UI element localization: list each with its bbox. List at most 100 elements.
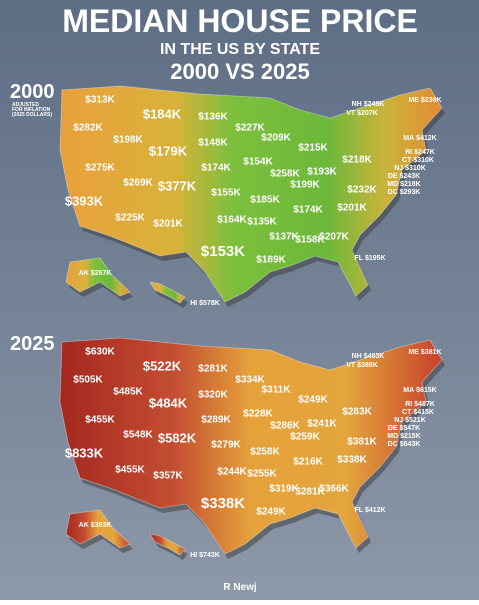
map-shape: [59, 337, 443, 555]
callout-state: FL: [354, 507, 363, 514]
callout: AK $383K: [79, 522, 112, 529]
callout-price: $243K: [400, 173, 421, 180]
state-price: $137K: [269, 232, 299, 243]
state-price: $484K: [149, 395, 188, 410]
state-price: $232K: [347, 185, 377, 196]
state-price: $148K: [198, 138, 228, 149]
callout-state: AK: [79, 522, 89, 529]
state-price: $227K: [235, 123, 265, 134]
callout-state: NJ: [394, 165, 403, 172]
state-price: $241K: [307, 419, 337, 430]
state-price: $833K: [65, 445, 104, 460]
state-price: $319K: [269, 484, 299, 495]
year-label: 2000: [10, 81, 55, 103]
callout-price: $412K: [365, 507, 386, 514]
callout-state: VT: [346, 362, 356, 369]
callout: VT $207K: [346, 110, 378, 117]
state-price: $320K: [198, 390, 228, 401]
state-price: $136K: [198, 112, 228, 123]
callout: ME $236K: [408, 97, 441, 104]
note: ADJUSTED: [12, 102, 39, 108]
callout-price: $483K: [364, 353, 385, 360]
state-price: $338K: [337, 455, 367, 466]
state-price: $286K: [270, 421, 300, 432]
note: (2025 DOLLARS): [12, 112, 52, 118]
state-price: $154K: [243, 157, 273, 168]
callout-state: DE: [388, 173, 398, 180]
callout-price: $487K: [414, 401, 435, 408]
callout: ME $381K: [408, 349, 441, 356]
callout: MD $218K: [387, 181, 420, 188]
callout-state: NH: [352, 101, 362, 108]
callout: NJ $310K: [394, 165, 426, 172]
state-price: $259K: [290, 432, 320, 443]
callout-state: CT: [402, 157, 412, 164]
state-price: $289K: [201, 415, 231, 426]
state-price: $207K: [319, 232, 349, 243]
state-price: $313K: [85, 95, 115, 106]
state-price: $228K: [243, 409, 273, 420]
callout: MA $615K: [403, 387, 436, 394]
state-price: $311K: [262, 385, 292, 396]
state-price: $281K: [295, 487, 325, 498]
map: 2025 $630K $505K $485K $522K $281K $320K $484K $…: [10, 333, 445, 560]
state-price: $269K: [123, 178, 153, 189]
state-price: $505K: [73, 375, 103, 386]
callout-state: HI: [190, 552, 197, 559]
callout: AK $267K: [79, 270, 112, 277]
title: MEDIAN HOUSE PRICE: [62, 3, 418, 39]
state-price: $174K: [293, 205, 323, 216]
callout-price: $578K: [199, 300, 220, 307]
state-price: $225K: [115, 213, 145, 224]
state-price: $184K: [143, 106, 182, 121]
callout: MD $215K: [387, 433, 420, 440]
state-price: $381K: [347, 437, 377, 448]
comparison: 2000 VS 2025: [170, 59, 309, 84]
callout-state: CT: [402, 409, 412, 416]
callout: FL $412K: [354, 507, 385, 514]
state-price: $158K: [295, 235, 325, 246]
state-price: $216K: [293, 457, 323, 468]
state-price: $522K: [143, 358, 182, 373]
state-price: $185K: [250, 195, 280, 206]
state-price: $281K: [198, 364, 228, 375]
callout: NJ $521K: [394, 417, 426, 424]
state-price: $282K: [73, 123, 103, 134]
state-price: $455K: [85, 415, 115, 426]
state-price: $215K: [298, 143, 328, 154]
state-price: $189K: [256, 255, 286, 266]
state-price: $275K: [85, 163, 115, 174]
state-price: $174K: [201, 163, 231, 174]
state-price: $357K: [153, 471, 183, 482]
callout-state: AK: [79, 270, 89, 277]
callout: DC $293K: [388, 189, 421, 196]
state-price: $164K: [217, 215, 247, 226]
callout-price: $236K: [421, 97, 442, 104]
state-price: $201K: [153, 219, 183, 230]
state-price: $630K: [85, 347, 115, 358]
year-label: 2025: [10, 333, 55, 355]
note: FOR INFLATION: [12, 107, 51, 113]
state-price: $548K: [123, 430, 153, 441]
callout-price: $293K: [400, 189, 421, 196]
state-price: $153K: [201, 243, 245, 260]
callout: HI $743K: [190, 552, 220, 559]
state-price: $258K: [270, 169, 300, 180]
callout: DC $643K: [388, 441, 421, 448]
state-price: $155K: [211, 188, 241, 199]
state-price: $338K: [201, 495, 245, 512]
callout: DE $243K: [388, 173, 420, 180]
state-price: $279K: [211, 440, 241, 451]
callout: HI $578K: [190, 300, 220, 307]
state-price: $193K: [307, 167, 337, 178]
state-price: $455K: [115, 465, 145, 476]
state-price: $199K: [290, 180, 320, 191]
callout: NH $249K: [352, 101, 385, 108]
state-price: $209K: [261, 133, 291, 144]
map-shape: [65, 257, 131, 297]
state-price: $179K: [149, 143, 188, 158]
callout: MA $412K: [403, 135, 436, 142]
state-price: $135K: [247, 217, 277, 228]
callout-price: $381K: [421, 349, 442, 356]
state-price: $249K: [256, 507, 286, 518]
